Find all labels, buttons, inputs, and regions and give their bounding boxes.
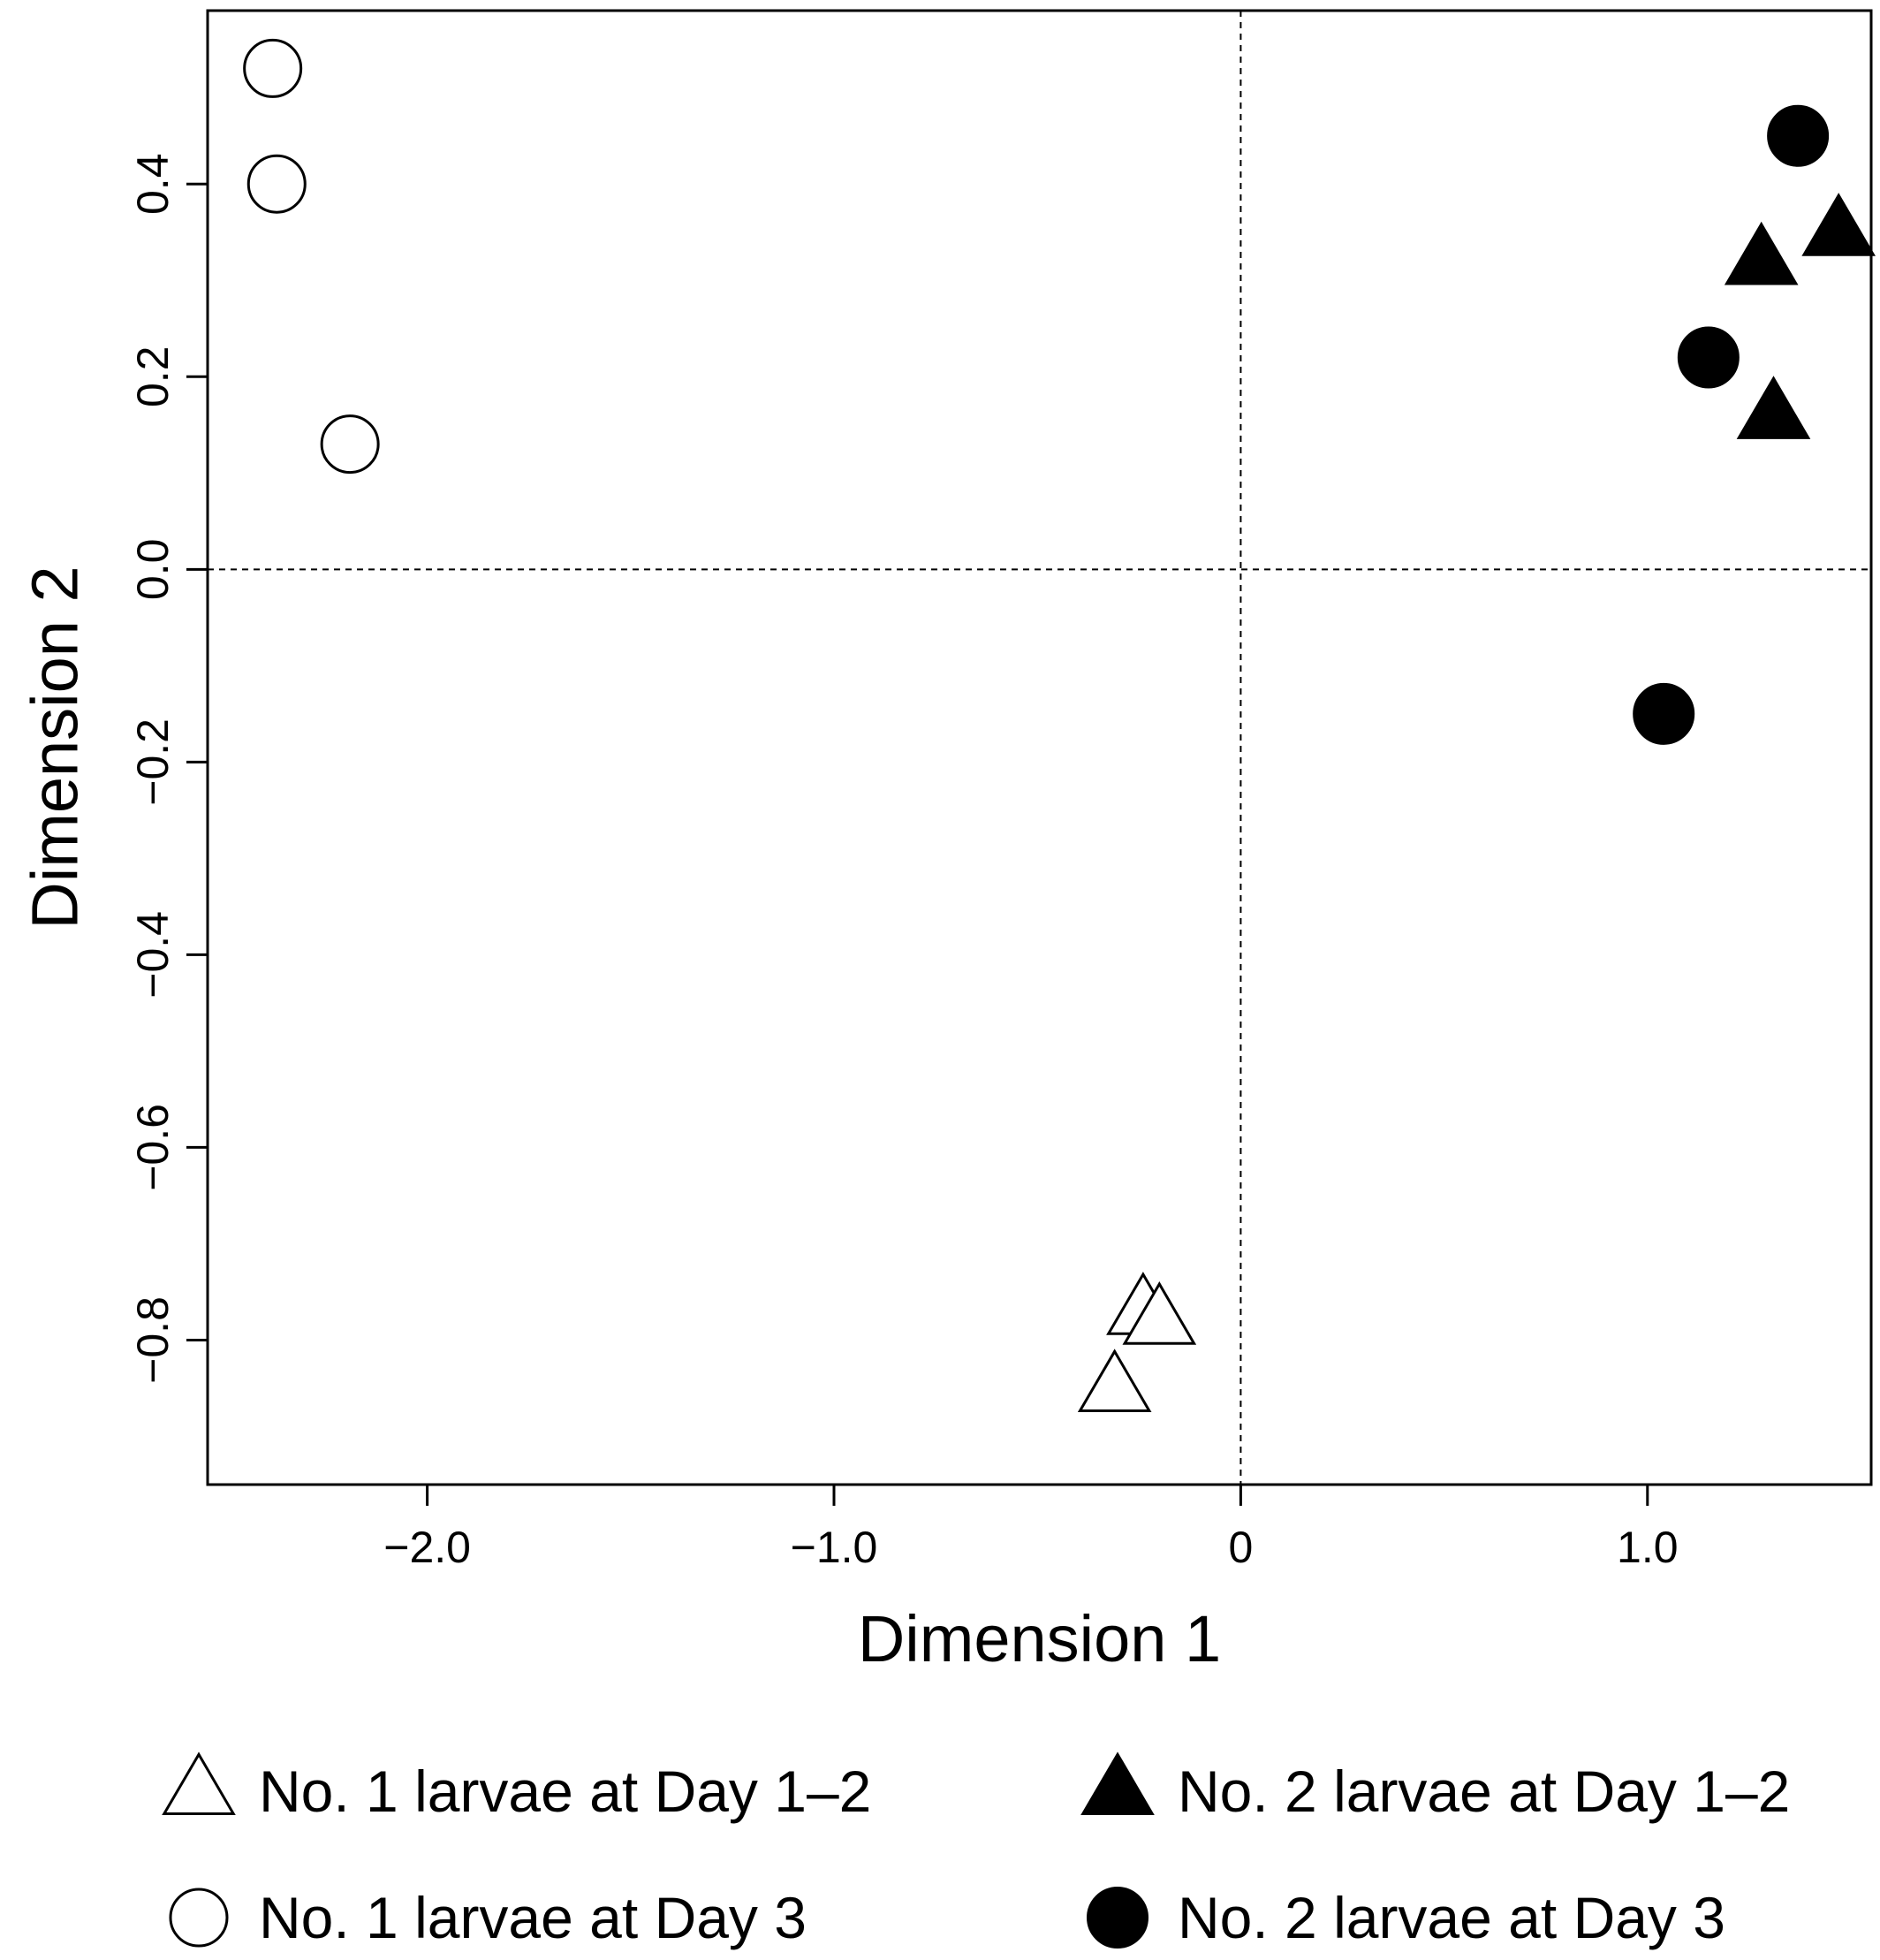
plot-area — [206, 9, 1873, 1486]
plot-frame — [206, 9, 1873, 1486]
axes: −2.0 −1.0 0 1.0 −0.8 −0.6 −0.4 −0.2 0.0 0.2 0.4 — [128, 153, 1679, 1572]
legend-label: No. 1 larvae at Day 3 — [259, 1885, 807, 1950]
y-tick-label: 0.0 — [128, 539, 178, 601]
data-point — [1633, 682, 1695, 745]
y-tick-label: −0.6 — [128, 1104, 178, 1191]
legend-item: No. 1 larvae at Day 3 — [169, 1885, 807, 1950]
legend-marker — [162, 1751, 236, 1816]
x-tick-label: 1.0 — [1617, 1523, 1679, 1572]
legend-item: No. 2 larvae at Day 3 — [1087, 1885, 1725, 1950]
data-point — [243, 38, 303, 98]
legend-marker — [1080, 1751, 1155, 1816]
legend-item: No. 1 larvae at Day 1–2 — [162, 1751, 871, 1824]
y-tick-label: 0.4 — [128, 153, 178, 215]
data-point — [246, 154, 307, 214]
legend-item: No. 2 larvae at Day 1–2 — [1080, 1751, 1790, 1824]
x-tick-label: −2.0 — [383, 1523, 471, 1572]
data-points — [243, 38, 1876, 1413]
y-tick-label: −0.2 — [128, 718, 178, 806]
legend-label: No. 2 larvae at Day 1–2 — [1178, 1759, 1790, 1824]
y-tick-label: −0.4 — [128, 911, 178, 999]
data-point — [1736, 376, 1811, 439]
data-point — [320, 414, 380, 475]
data-point — [1801, 193, 1876, 256]
legend-label: No. 2 larvae at Day 3 — [1178, 1885, 1725, 1950]
data-point — [1767, 104, 1830, 167]
legend: No. 1 larvae at Day 1–2 No. 2 larvae at D… — [162, 1751, 1790, 1950]
y-tick-label: 0.2 — [128, 346, 178, 408]
x-tick-label: 0 — [1228, 1523, 1253, 1572]
legend-marker — [1087, 1887, 1148, 1949]
data-point — [1677, 326, 1740, 389]
x-axis-title: Dimension 1 — [858, 1602, 1221, 1675]
data-point — [1724, 221, 1799, 285]
y-axis-title: Dimension 2 — [19, 566, 92, 929]
y-tick-label: −0.8 — [128, 1296, 178, 1384]
x-tick-label: −1.0 — [791, 1523, 878, 1572]
legend-marker — [169, 1888, 229, 1948]
data-point — [1077, 1348, 1152, 1413]
legend-label: No. 1 larvae at Day 1–2 — [259, 1759, 871, 1824]
data-point — [1122, 1281, 1197, 1345]
